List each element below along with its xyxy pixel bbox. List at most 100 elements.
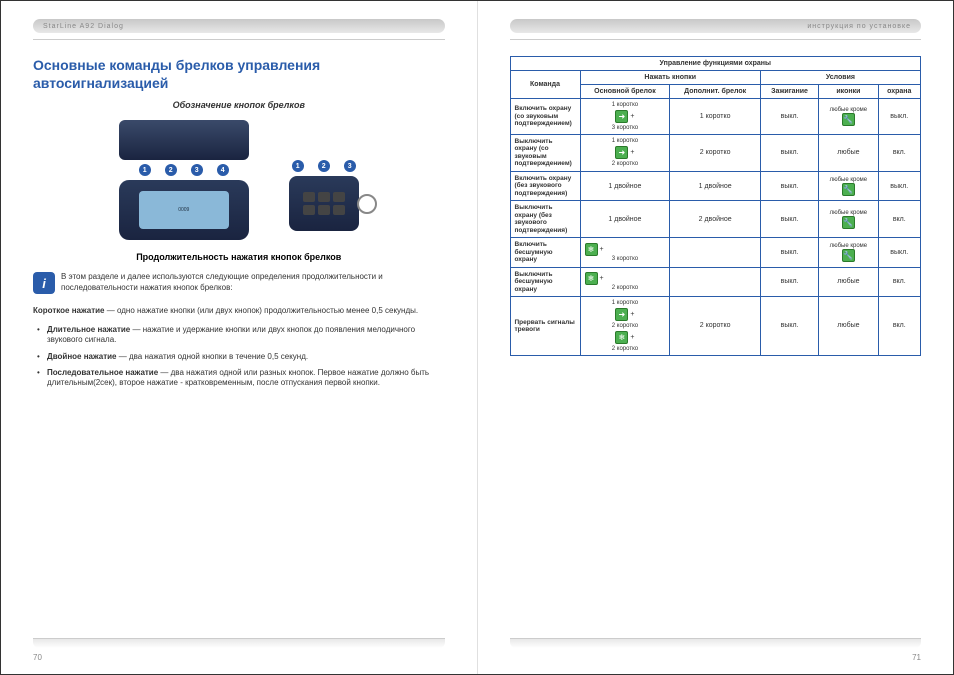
page-title: Основные команды брелков управления авто…: [33, 56, 445, 92]
icon-cell: любые кроме 🔧: [819, 171, 878, 200]
list-item: Последовательное нажатие — два нажатия о…: [47, 368, 445, 389]
cmd-cell: Прервать сигналы тревоги: [510, 296, 580, 355]
arrow-icon: ➜: [615, 110, 628, 123]
remotes-figure: 1 2 3 4 0009 1 2 3: [33, 120, 445, 240]
table-row: Включить охрану (со звуковым подтвержден…: [510, 99, 921, 135]
arrow-icon: ➜: [615, 146, 628, 159]
table-row: Включить бесшумную охрану ❄+ 3 коротко в…: [510, 238, 921, 267]
aux-cell: [670, 267, 761, 296]
cmd-cell: Включить охрану (со звуковым подтвержден…: [510, 99, 580, 135]
icon-cell: любые: [819, 296, 878, 355]
remote-subhead: Обозначение кнопок брелков: [33, 100, 445, 110]
snow-icon: ❄: [585, 272, 598, 285]
aux-cell: 2 двойное: [670, 201, 761, 238]
ign-cell: выкл.: [760, 238, 818, 267]
icon-cell: любые кроме 🔧: [819, 99, 878, 135]
cmd-cell: Включить бесшумную охрану: [510, 238, 580, 267]
guard-cell: вкл.: [878, 296, 920, 355]
short-press-def: Короткое нажатие — одно нажатие кнопки (…: [33, 306, 445, 316]
product-name: StarLine A92 Dialog: [43, 23, 124, 30]
num-1: 1: [139, 164, 151, 176]
icon-cell: любые: [819, 267, 878, 296]
page-number-left: 70: [33, 653, 42, 662]
num-4: 4: [217, 164, 229, 176]
num-2b: 2: [318, 160, 330, 172]
lcd-screen: 0009: [139, 191, 229, 229]
guard-cell: вкл.: [878, 135, 920, 172]
cmd-cell: Выключить бесшумную охрану: [510, 267, 580, 296]
table-row: Выключить охрану (без звукового подтверж…: [510, 201, 921, 238]
page-number-right: 71: [912, 653, 921, 662]
main-cell: 1 двойное: [580, 171, 670, 200]
cmd-cell: Включить охрану (без звукового подтвержд…: [510, 171, 580, 200]
right-page: инструкция по установке Управление функц…: [478, 1, 954, 674]
snow-icon: ❄: [585, 243, 598, 256]
spacer: [289, 120, 359, 160]
snow-icon: ❄: [615, 331, 628, 344]
aux-cell: 1 коротко: [670, 99, 761, 135]
wrench-icon: 🔧: [842, 113, 855, 126]
table-title: Управление функциями охраны: [510, 57, 921, 71]
aux-cell: 2 коротко: [670, 135, 761, 172]
press-definitions-list: Длительное нажатие — нажатие и удержание…: [33, 325, 445, 389]
guard-cell: выкл.: [878, 171, 920, 200]
wrench-icon: 🔧: [842, 249, 855, 262]
ign-cell: выкл.: [760, 267, 818, 296]
aux-remote: 1 2 3: [289, 120, 359, 240]
short-press-rest: — одно нажатие кнопки (или двух кнопок) …: [105, 306, 419, 315]
main-cell: 1 коротко ➜+ 2 коротко: [580, 135, 670, 172]
seq-press-bold: Последовательное нажатие: [47, 368, 158, 377]
col-guard: охрана: [878, 85, 920, 99]
main-remote-body: 0009: [119, 180, 249, 240]
guard-cell: выкл.: [878, 99, 920, 135]
header-left: StarLine A92 Dialog: [33, 19, 445, 33]
aux-cell: 1 двойное: [670, 171, 761, 200]
col-ignition: Зажигание: [760, 85, 818, 99]
icon-cell: любые: [819, 135, 878, 172]
duration-title: Продолжительность нажатия кнопок брелков: [33, 252, 445, 262]
footer-line-r: [510, 638, 922, 648]
table-row: Включить охрану (без звукового подтвержд…: [510, 171, 921, 200]
main-button-numbers: 1 2 3 4: [119, 164, 249, 176]
col-conditions: Условия: [760, 71, 920, 85]
guard-cell: вкл.: [878, 267, 920, 296]
aux-cell: [670, 238, 761, 267]
key-fob-illustration: [119, 120, 249, 160]
double-press-bold: Двойное нажатие: [47, 352, 117, 361]
commands-table: Управление функциями охраны Команда Нажа…: [510, 56, 922, 356]
wrench-icon: 🔧: [842, 216, 855, 229]
info-icon: i: [33, 272, 55, 294]
main-cell: 1 коротко ➜+ 3 коротко: [580, 99, 670, 135]
header-right: инструкция по установке: [510, 19, 922, 33]
info-callout: i В этом разделе и далее используются сл…: [33, 272, 445, 294]
ign-cell: выкл.: [760, 135, 818, 172]
num-2: 2: [165, 164, 177, 176]
ign-cell: выкл.: [760, 201, 818, 238]
col-main-remote: Основной брелок: [580, 85, 670, 99]
header-underline: [33, 39, 445, 40]
aux-button-numbers: 1 2 3: [289, 160, 359, 172]
main-cell: 1 двойное: [580, 201, 670, 238]
double-press-rest: — два нажатия одной кнопки в течение 0,5…: [117, 352, 309, 361]
icon-cell: любые кроме 🔧: [819, 201, 878, 238]
list-item: Длительное нажатие — нажатие и удержание…: [47, 325, 445, 346]
doc-type: инструкция по установке: [807, 23, 911, 30]
aux-cell: 2 коротко: [670, 296, 761, 355]
table-row: Выключить бесшумную охрану ❄+ 2 коротко …: [510, 267, 921, 296]
icon-cell: любые кроме 🔧: [819, 238, 878, 267]
cmd-cell: Выключить охрану (со звуковым подтвержде…: [510, 135, 580, 172]
keyring-icon: [357, 194, 377, 214]
wrench-icon: 🔧: [842, 183, 855, 196]
col-icons: иконки: [819, 85, 878, 99]
guard-cell: вкл.: [878, 201, 920, 238]
table-row: Выключить охрану (со звуковым подтвержде…: [510, 135, 921, 172]
table-row: Прервать сигналы тревоги 1 коротко ➜+ 2 …: [510, 296, 921, 355]
num-3b: 3: [344, 160, 356, 172]
list-item: Двойное нажатие — два нажатия одной кноп…: [47, 352, 445, 362]
num-1b: 1: [292, 160, 304, 172]
ign-cell: выкл.: [760, 99, 818, 135]
main-cell: ❄+ 3 коротко: [580, 238, 670, 267]
footer-line: [33, 638, 445, 648]
guard-cell: выкл.: [878, 238, 920, 267]
ign-cell: выкл.: [760, 171, 818, 200]
